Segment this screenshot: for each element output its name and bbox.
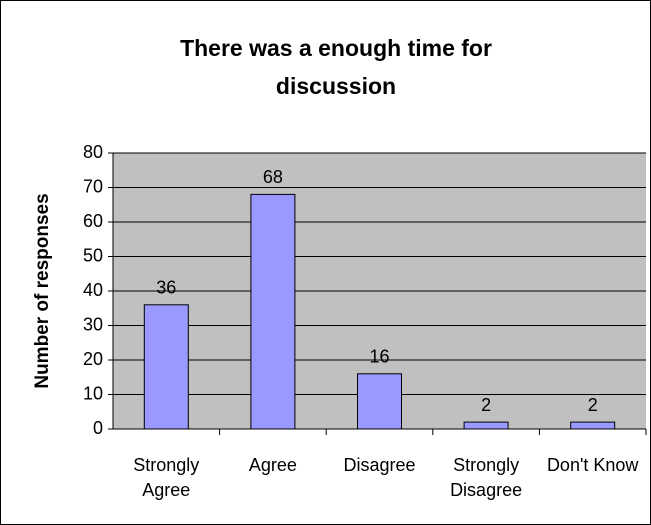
y-tick-label: 50	[83, 245, 103, 265]
y-tick-label: 70	[83, 176, 103, 196]
bar	[570, 421, 616, 430]
data-label: 2	[588, 395, 598, 415]
data-label: 68	[263, 167, 283, 187]
y-tick-label: 40	[83, 280, 103, 300]
x-tick-label: Strongly Disagree	[450, 455, 523, 500]
y-tick-label: 60	[83, 211, 103, 231]
y-tick-label: 10	[83, 383, 103, 403]
x-tick-label: Strongly Agree	[133, 455, 200, 500]
y-tick-label: 30	[83, 314, 103, 334]
x-tick-label: Don't Know	[546, 455, 639, 475]
x-tick-label: Agree	[248, 455, 297, 475]
bar	[250, 193, 296, 430]
y-tick-label: 80	[83, 142, 103, 162]
chart-title: There was a enough time for discussion	[180, 35, 492, 99]
y-axis-label: Number of responses	[32, 193, 53, 388]
data-label: 16	[369, 347, 389, 367]
bar	[143, 304, 189, 430]
y-tick-label: 0	[93, 418, 103, 438]
y-tick-label: 20	[83, 349, 103, 369]
bar	[357, 373, 402, 430]
data-label: 36	[156, 278, 176, 298]
data-label: 2	[481, 395, 491, 415]
bar	[463, 421, 509, 430]
x-tick-label: Disagree	[343, 455, 416, 475]
